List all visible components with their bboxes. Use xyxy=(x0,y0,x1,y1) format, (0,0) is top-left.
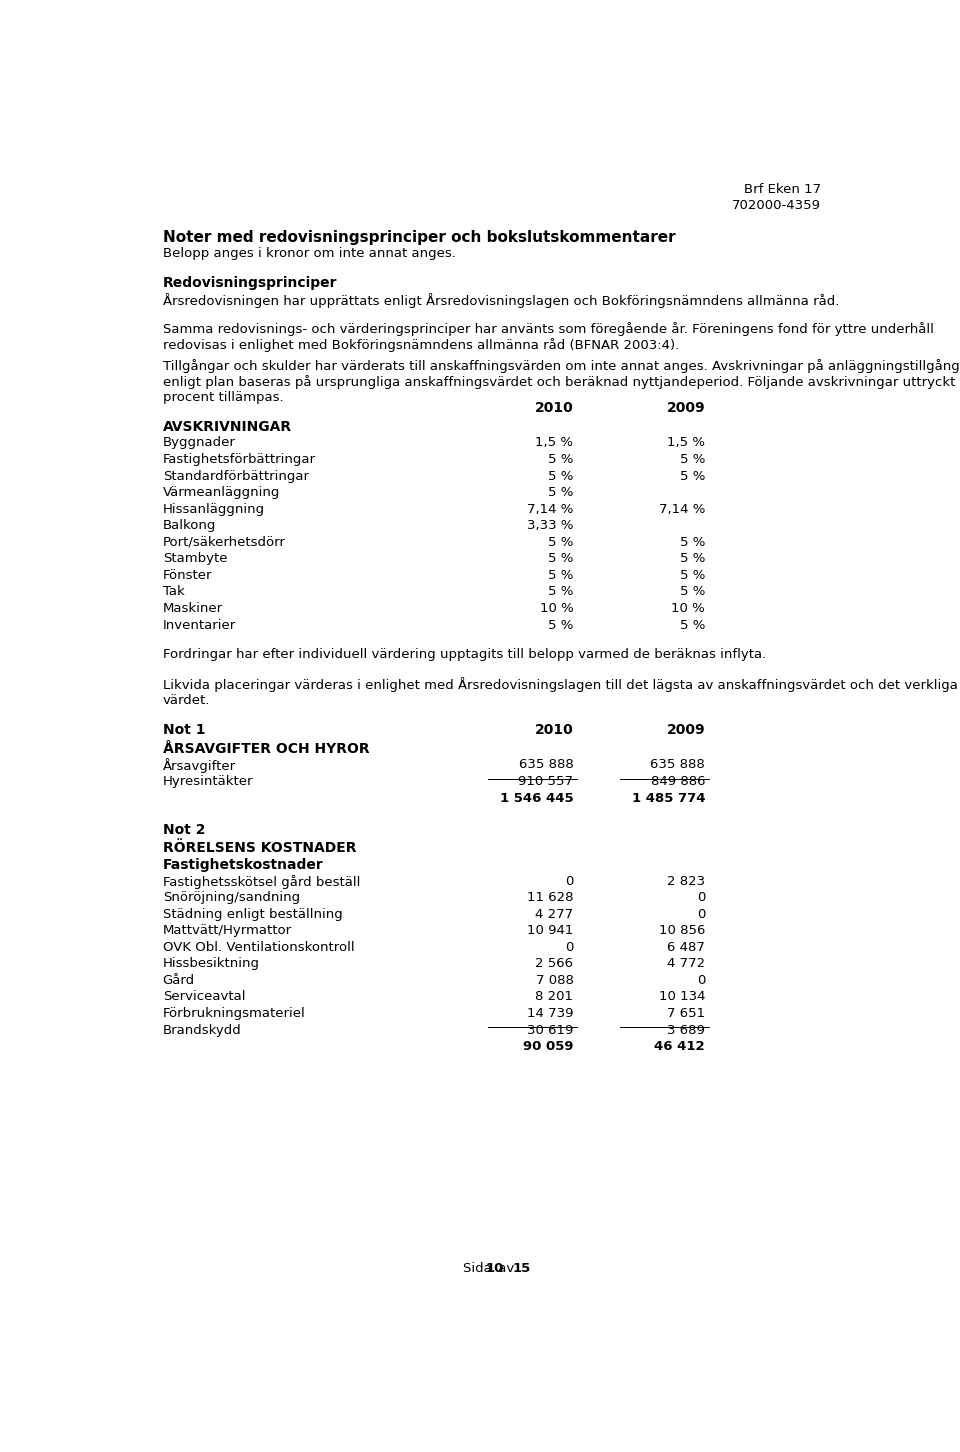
Text: 5 %: 5 % xyxy=(548,569,573,582)
Text: 5 %: 5 % xyxy=(680,569,706,582)
Text: 3,33 %: 3,33 % xyxy=(527,520,573,533)
Text: 7,14 %: 7,14 % xyxy=(659,502,706,515)
Text: 8 201: 8 201 xyxy=(536,990,573,1003)
Text: 0: 0 xyxy=(697,892,706,905)
Text: 5 %: 5 % xyxy=(680,619,706,632)
Text: Serviceavtal: Serviceavtal xyxy=(162,990,245,1003)
Text: 7 651: 7 651 xyxy=(667,1008,706,1019)
Text: 1 546 445: 1 546 445 xyxy=(500,791,573,804)
Text: av: av xyxy=(494,1262,518,1275)
Text: Stambyte: Stambyte xyxy=(162,552,228,565)
Text: 5 %: 5 % xyxy=(548,619,573,632)
Text: 5 %: 5 % xyxy=(548,552,573,565)
Text: 10: 10 xyxy=(485,1262,504,1275)
Text: Fönster: Fönster xyxy=(162,569,212,582)
Text: 5 %: 5 % xyxy=(680,536,706,549)
Text: 849 886: 849 886 xyxy=(651,775,706,788)
Text: Belopp anges i kronor om inte annat anges.: Belopp anges i kronor om inte annat ange… xyxy=(162,247,455,260)
Text: Förbrukningsmateriel: Förbrukningsmateriel xyxy=(162,1008,305,1019)
Text: 15: 15 xyxy=(513,1262,531,1275)
Text: 2 823: 2 823 xyxy=(667,874,706,887)
Text: Fastighetsskötsel gård beställ: Fastighetsskötsel gård beställ xyxy=(162,874,360,889)
Text: Tillgångar och skulder har värderats till anskaffningsvärden om inte annat anges: Tillgångar och skulder har värderats til… xyxy=(162,359,960,404)
Text: Maskiner: Maskiner xyxy=(162,603,223,616)
Text: 11 628: 11 628 xyxy=(527,892,573,905)
Text: Not 2: Not 2 xyxy=(162,823,205,836)
Text: 7,14 %: 7,14 % xyxy=(527,502,573,515)
Text: Samma redovisnings- och värderingsprinciper har använts som föregående år. Fören: Samma redovisnings- och värderingsprinci… xyxy=(162,322,933,353)
Text: Not 1: Not 1 xyxy=(162,723,205,738)
Text: Årsavgifter: Årsavgifter xyxy=(162,758,236,774)
Text: 4 277: 4 277 xyxy=(536,908,573,921)
Text: 10 134: 10 134 xyxy=(659,990,706,1003)
Text: Gård: Gård xyxy=(162,974,195,987)
Text: 5 %: 5 % xyxy=(548,536,573,549)
Text: Städning enligt beställning: Städning enligt beställning xyxy=(162,908,343,921)
Text: 1 485 774: 1 485 774 xyxy=(632,791,706,804)
Text: Likvida placeringar värderas i enlighet med Årsredovisningslagen till det lägsta: Likvida placeringar värderas i enlighet … xyxy=(162,677,957,707)
Text: 1,5 %: 1,5 % xyxy=(667,437,706,450)
Text: 90 059: 90 059 xyxy=(523,1041,573,1054)
Text: 0: 0 xyxy=(697,908,706,921)
Text: 5 %: 5 % xyxy=(548,585,573,598)
Text: 6 487: 6 487 xyxy=(667,941,706,954)
Text: 7 088: 7 088 xyxy=(536,974,573,987)
Text: 14 739: 14 739 xyxy=(527,1008,573,1019)
Text: Fordringar har efter individuell värdering upptagits till belopp varmed de beräk: Fordringar har efter individuell värderi… xyxy=(162,648,766,661)
Text: 10 856: 10 856 xyxy=(659,925,706,937)
Text: 1,5 %: 1,5 % xyxy=(536,437,573,450)
Text: Hissbesiktning: Hissbesiktning xyxy=(162,957,259,970)
Text: Port/säkerhetsdörr: Port/säkerhetsdörr xyxy=(162,536,285,549)
Text: 2010: 2010 xyxy=(535,723,573,738)
Text: Årsredovisningen har upprättats enligt Årsredovisningslagen och Bokföringsnämnde: Årsredovisningen har upprättats enligt Å… xyxy=(162,293,839,308)
Text: 2009: 2009 xyxy=(666,401,706,415)
Text: 2010: 2010 xyxy=(535,401,573,415)
Text: 30 619: 30 619 xyxy=(527,1024,573,1037)
Text: Redovisningsprinciper: Redovisningsprinciper xyxy=(162,276,337,290)
Text: Standardförbättringar: Standardförbättringar xyxy=(162,469,308,482)
Text: 5 %: 5 % xyxy=(680,585,706,598)
Text: Snöröjning/sandning: Snöröjning/sandning xyxy=(162,892,300,905)
Text: Inventarier: Inventarier xyxy=(162,619,236,632)
Text: 5 %: 5 % xyxy=(680,552,706,565)
Text: Fastighetsförbättringar: Fastighetsförbättringar xyxy=(162,453,316,466)
Text: 4 772: 4 772 xyxy=(667,957,706,970)
Text: 10 %: 10 % xyxy=(671,603,706,616)
Text: 46 412: 46 412 xyxy=(655,1041,706,1054)
Text: Brandskydd: Brandskydd xyxy=(162,1024,241,1037)
Text: 10 %: 10 % xyxy=(540,603,573,616)
Text: 635 888: 635 888 xyxy=(650,758,706,771)
Text: Balkong: Balkong xyxy=(162,520,216,533)
Text: Byggnader: Byggnader xyxy=(162,437,235,450)
Text: Hyresintäkter: Hyresintäkter xyxy=(162,775,253,788)
Text: 635 888: 635 888 xyxy=(518,758,573,771)
Text: 10 941: 10 941 xyxy=(527,925,573,937)
Text: 5 %: 5 % xyxy=(548,486,573,499)
Text: Värmeanläggning: Värmeanläggning xyxy=(162,486,280,499)
Text: Hissanläggning: Hissanläggning xyxy=(162,502,265,515)
Text: 910 557: 910 557 xyxy=(518,775,573,788)
Text: RÖRELSENS KOSTNADER: RÖRELSENS KOSTNADER xyxy=(162,841,356,855)
Text: 5 %: 5 % xyxy=(680,469,706,482)
Text: 5 %: 5 % xyxy=(548,453,573,466)
Text: Brf Eken 17: Brf Eken 17 xyxy=(744,183,822,196)
Text: AVSKRIVNINGAR: AVSKRIVNINGAR xyxy=(162,420,292,434)
Text: Sida: Sida xyxy=(463,1262,495,1275)
Text: Fastighetskostnader: Fastighetskostnader xyxy=(162,858,324,873)
Text: 0: 0 xyxy=(697,974,706,987)
Text: 3 689: 3 689 xyxy=(667,1024,706,1037)
Text: Mattvätt/Hyrmattor: Mattvätt/Hyrmattor xyxy=(162,925,292,937)
Text: 5 %: 5 % xyxy=(680,453,706,466)
Text: Noter med redovisningsprinciper och bokslutskommentarer: Noter med redovisningsprinciper och boks… xyxy=(162,229,675,245)
Text: OVK Obl. Ventilationskontroll: OVK Obl. Ventilationskontroll xyxy=(162,941,354,954)
Text: ÅRSAVGIFTER OCH HYROR: ÅRSAVGIFTER OCH HYROR xyxy=(162,742,370,755)
Text: 0: 0 xyxy=(565,874,573,887)
Text: 5 %: 5 % xyxy=(548,469,573,482)
Text: 2009: 2009 xyxy=(666,723,706,738)
Text: Tak: Tak xyxy=(162,585,184,598)
Text: 0: 0 xyxy=(565,941,573,954)
Text: 702000-4359: 702000-4359 xyxy=(732,199,822,212)
Text: 2 566: 2 566 xyxy=(536,957,573,970)
